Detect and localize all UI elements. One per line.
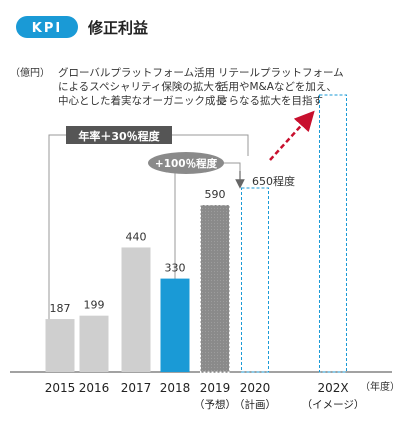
bar-2020: [241, 187, 269, 373]
note-right-line1: リテールプラットフォーム: [218, 67, 344, 79]
value-label-2016: 199: [84, 299, 105, 312]
tick-label-202X: 202X: [317, 381, 348, 395]
bars-group: [45, 94, 347, 373]
growth-rate-badge: [66, 126, 172, 144]
x-unit-label: （年度）: [360, 380, 400, 393]
bar-2015: [45, 319, 75, 372]
target-2020-label: 650程度: [252, 174, 295, 188]
tick-label-2019: 2019: [200, 381, 231, 395]
note-right-line3: さらなる拡大を目指す: [218, 94, 323, 107]
note-left-line2: によるスペシャリティ保険の拡大を: [58, 80, 224, 93]
kpi-badge-label: KPI: [32, 21, 62, 36]
kpi-badge-bg: [16, 16, 78, 38]
y-unit-label: （億円）: [10, 66, 50, 79]
value-label-2019: 590: [205, 188, 226, 201]
tick-label-2016: 2016: [79, 381, 110, 395]
tick-sublabel-202X: （イメージ）: [302, 399, 365, 411]
tick-sublabel-2020: （計画）: [234, 398, 276, 411]
bar-2016: [79, 315, 109, 372]
double-ellipse: [148, 152, 224, 174]
growth-trend-arrow: [269, 110, 315, 161]
value-label-2017: 440: [126, 230, 147, 243]
tick-sublabel-2019: （予想）: [194, 398, 236, 411]
tick-label-2015: 2015: [45, 381, 76, 395]
note-left-line1: グローバルプラットフォーム活用: [58, 66, 215, 79]
value-label-2015: 187: [50, 302, 71, 315]
bar-2019: [200, 204, 230, 373]
value-label-2018: 330: [165, 262, 186, 275]
bar-202X: [319, 94, 347, 373]
tick-label-2020: 2020: [240, 381, 271, 395]
note-left-line3: 中心とした着実なオーガニック成長: [58, 94, 226, 107]
page-title: 修正利益: [87, 19, 148, 37]
growth-rate-label: 年率＋30％程度: [78, 129, 160, 143]
note-right-line2: 活用やM&Aなどを加え、: [218, 81, 337, 93]
tick-label-2018: 2018: [160, 381, 191, 395]
labels-group: 187 2015 199 2016 440 2017 330 2018 590 2019 （予想） 2…: [45, 188, 365, 411]
bar-2018: [160, 278, 190, 372]
tick-label-2017: 2017: [121, 381, 152, 395]
bar-2017: [121, 247, 151, 372]
double-label: +100％程度: [155, 157, 218, 170]
